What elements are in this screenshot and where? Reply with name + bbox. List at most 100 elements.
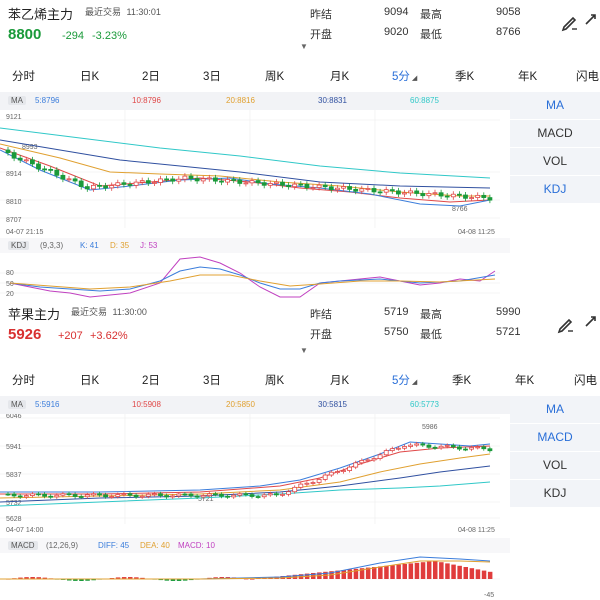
macd-bar [73, 579, 78, 581]
candle-body [487, 197, 493, 201]
side-vol-button[interactable]: VOL [510, 148, 600, 176]
candle-body [164, 178, 170, 181]
tab-weekly[interactable]: 周K [265, 71, 285, 83]
candle-body [310, 482, 316, 484]
candle-body [255, 496, 261, 498]
low-value: 8766 [496, 26, 521, 38]
tab-flash[interactable]: 闪电 [574, 375, 597, 387]
low-label: 最低 [420, 329, 442, 341]
candle-body [36, 493, 41, 496]
tab-daily[interactable]: 日K [80, 375, 100, 387]
triangle-icon: ◢ [411, 75, 418, 82]
macd-bar [402, 564, 407, 579]
side-vol-button[interactable]: VOL [510, 452, 600, 480]
candle-body [456, 193, 462, 196]
last-trade-time: 11:30:00 [112, 307, 147, 317]
chevron-down-icon[interactable]: ▼ [300, 42, 308, 51]
y-tick: 5628 [6, 516, 22, 523]
side-macd-button[interactable]: MACD [510, 424, 600, 452]
candle-body [243, 493, 249, 496]
candle-body [316, 184, 322, 188]
tab-monthly[interactable]: 月K [330, 71, 350, 83]
side-kdj-button[interactable]: KDJ [510, 176, 600, 204]
draw-pen-icon[interactable] [560, 12, 580, 32]
expand-icon[interactable] [584, 12, 598, 30]
candle-body [402, 446, 407, 449]
candle-body [426, 193, 432, 197]
tab-quarterly[interactable]: 季K [455, 71, 475, 83]
candle-body [151, 493, 157, 496]
candle-body [365, 459, 371, 462]
macd-bar [420, 562, 426, 579]
kdj-k-value: K: 41 [80, 241, 99, 250]
tab-yearly[interactable]: 年K [515, 375, 535, 387]
kdj-params: (9,3,3) [40, 241, 64, 250]
candle-body [322, 474, 328, 480]
tab-intraday[interactable]: 分时 [12, 71, 35, 83]
macd-bar [158, 579, 163, 581]
period-tabs: 分时 日K 2日 3日 周K 月K 5分 ◢ 季K 年K 闪电 [0, 370, 600, 392]
expand-icon[interactable] [584, 314, 598, 332]
low-annotation: 8766 [452, 206, 468, 213]
tab-flash[interactable]: 闪电 [576, 71, 599, 83]
tab-monthly[interactable]: 月K [330, 375, 350, 387]
macd-bar [372, 567, 377, 579]
candle-body [395, 447, 401, 450]
candle-body [328, 471, 334, 476]
tab-weekly[interactable]: 周K [265, 375, 285, 387]
chevron-down-icon[interactable]: ▼ [300, 346, 308, 355]
candle-body [91, 493, 96, 496]
tab-intraday[interactable]: 分时 [12, 375, 35, 387]
tab-3day[interactable]: 3日 [203, 71, 221, 83]
tab-5min[interactable]: 5分 ◢ [392, 68, 417, 84]
candle-body [237, 493, 243, 496]
candle-body [182, 175, 188, 180]
tab-2day[interactable]: 2日 [142, 71, 160, 83]
high-label: 最高 [420, 309, 442, 321]
candlestick-chart[interactable]: 6046 5941 5837 5732 5628 04-07 14:00 04-… [0, 414, 510, 538]
macd-hist-value: MACD: 10 [178, 541, 215, 550]
candle-body [48, 495, 54, 498]
candle-body [475, 446, 481, 449]
macd-bar [164, 579, 170, 581]
candle-body [286, 491, 292, 495]
candle-body [103, 494, 108, 498]
candle-body [469, 447, 475, 450]
side-ma-button[interactable]: MA [510, 92, 600, 120]
tab-daily[interactable]: 日K [80, 71, 100, 83]
candle-body [347, 466, 353, 471]
tab-3day[interactable]: 3日 [203, 375, 221, 387]
candle-body [66, 493, 72, 496]
candle-body [402, 192, 407, 195]
candlestick-chart[interactable]: 9121 8914 8810 8707 04-07 21:15 04-08 11… [0, 110, 510, 238]
tab-5min[interactable]: 5分 ◢ [392, 372, 417, 388]
side-kdj-button[interactable]: KDJ [510, 480, 600, 508]
macd-bar [390, 565, 395, 579]
macd-bar [24, 577, 29, 579]
side-ma-button[interactable]: MA [510, 396, 600, 424]
candle-body [194, 495, 200, 498]
triangle-icon: ◢ [411, 379, 418, 386]
candle-body [341, 470, 346, 472]
tab-quarterly[interactable]: 季K [452, 375, 472, 387]
macd-bar [469, 568, 475, 579]
tab-2day[interactable]: 2日 [142, 375, 160, 387]
macd-bar [115, 577, 121, 579]
candle-body [438, 445, 444, 449]
macd-bar [439, 562, 444, 579]
candle-body [97, 184, 102, 187]
candle-body [42, 493, 47, 497]
prev-close-value: 9094 [384, 6, 409, 18]
macd-bar [36, 577, 41, 579]
macd-dea-line [0, 560, 491, 580]
macd-bar [414, 562, 420, 579]
kdj-legend: KDJ (9,3,3) K: 41 D: 35 J: 53 [0, 238, 510, 253]
macd-bar [378, 566, 383, 579]
side-macd-button[interactable]: MACD [510, 120, 600, 148]
draw-pen-icon[interactable] [556, 314, 576, 334]
tab-yearly[interactable]: 年K [518, 71, 538, 83]
ma5-line [0, 441, 491, 493]
candle-body [36, 163, 41, 170]
macd-bar [243, 578, 249, 580]
macd-bar [457, 565, 462, 579]
